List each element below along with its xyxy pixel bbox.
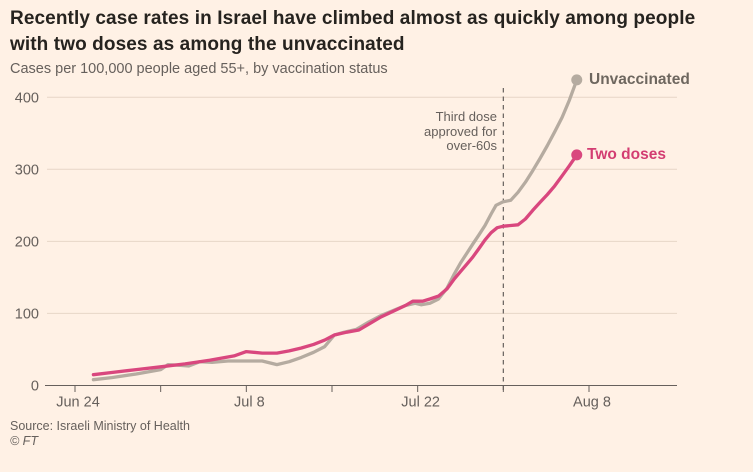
- y-axis-label-300: 300: [15, 162, 39, 178]
- y-axis-label-400: 400: [15, 90, 39, 106]
- chart-title: Recently case rates in Israel have climb…: [10, 6, 750, 58]
- chart-title-line1: Recently case rates in Israel have climb…: [10, 8, 696, 29]
- chart-title-line2: with two doses as among the unvaccinated: [10, 34, 405, 55]
- series-end-dot-unvaccinated: [571, 74, 583, 86]
- x-axis-label: Jun 24: [56, 395, 100, 411]
- series-end-dot-two-doses: [571, 149, 583, 161]
- ft-credit: © FT: [10, 434, 38, 448]
- annotation-line3: over-60s: [446, 138, 497, 153]
- x-axis-label: Jul 22: [401, 395, 440, 411]
- y-axis-label-200: 200: [15, 234, 39, 250]
- chart-subtitle: Cases per 100,000 people aged 55+, by va…: [10, 61, 388, 77]
- annotation-third-dose: Third dose approved for over-60s: [367, 109, 497, 154]
- annotation-line2: approved for: [424, 123, 497, 139]
- series-label-unvaccinated: Unvaccinated: [589, 71, 690, 88]
- source-text: Source: Israeli Ministry of Health: [10, 419, 190, 433]
- annotation-line1: Third dose: [435, 109, 497, 124]
- x-axis-label: Aug 8: [573, 395, 611, 411]
- y-axis-label-100: 100: [15, 307, 39, 323]
- series-line-two-doses: [91, 153, 579, 377]
- y-axis-label-0: 0: [31, 379, 39, 395]
- x-axis-label: Jul 8: [234, 395, 265, 411]
- series-label-two-doses: Two doses: [587, 146, 666, 163]
